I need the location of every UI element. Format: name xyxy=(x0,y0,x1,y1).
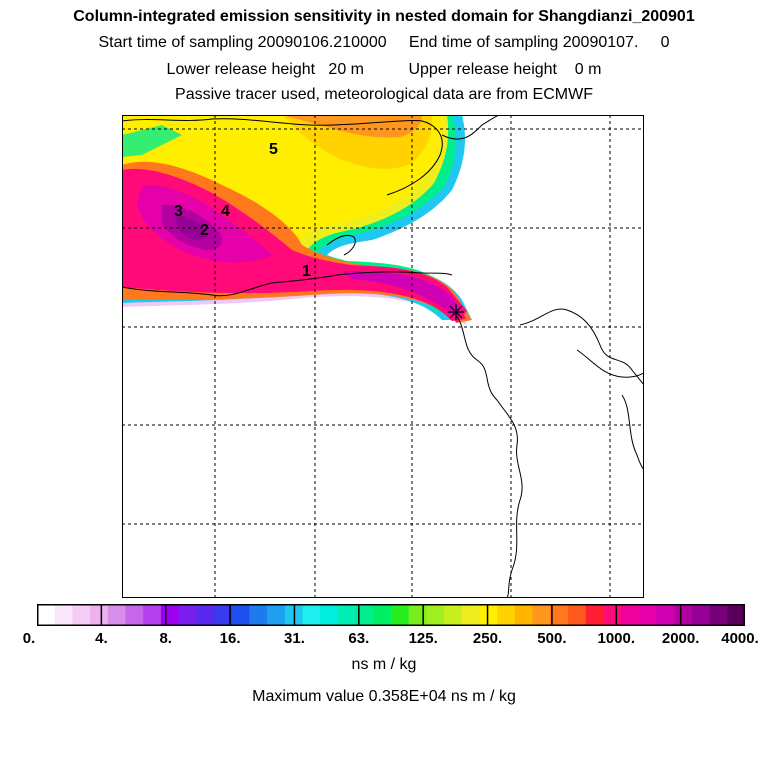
colorbar-swatch xyxy=(231,604,250,626)
colorbar-tick-label: 31. xyxy=(284,630,305,647)
colorbar-swatch xyxy=(373,604,392,626)
colorbar-swatch xyxy=(656,604,675,626)
colorbar-swatch xyxy=(355,604,374,626)
colorbar-swatch xyxy=(214,604,233,626)
colorbar-swatch xyxy=(249,604,268,626)
colorbar-swatch xyxy=(550,604,569,626)
colorbar-unit: ns m / kg xyxy=(351,656,417,673)
release-height-info: Lower release height 20 m Upper release … xyxy=(166,61,602,78)
colorbar-swatch xyxy=(178,604,197,626)
colorbar-swatch xyxy=(727,604,745,626)
colorbar-tick-label: 125. xyxy=(408,630,438,647)
colorbar-swatch xyxy=(426,604,445,626)
colorbar-tick-label: 63. xyxy=(348,630,370,647)
colorbar-swatch xyxy=(709,604,728,626)
colorbar-swatch xyxy=(497,604,516,626)
map-frame xyxy=(122,115,644,598)
colorbar-swatch xyxy=(267,604,286,626)
colorbar-swatch xyxy=(479,604,498,626)
colorbar-swatch xyxy=(585,604,604,626)
sensitivity-field xyxy=(122,115,472,325)
colorbar-swatch xyxy=(143,604,162,626)
colorbar-swatch xyxy=(337,604,357,626)
colorbar-swatch xyxy=(37,604,56,626)
colorbar-swatch xyxy=(72,604,91,626)
colorbar-tick-label: 0. xyxy=(22,630,36,647)
colorbar-swatch xyxy=(691,604,711,626)
coastline xyxy=(122,115,644,598)
colorbar-tick-label: 4000. xyxy=(721,630,759,647)
colorbar-swatch xyxy=(107,604,126,626)
colorbar-swatch xyxy=(196,604,215,626)
colorbar-tick-label: 1000. xyxy=(597,630,636,647)
colorbar-swatch xyxy=(125,604,144,626)
colorbar-swatch xyxy=(638,604,657,626)
colorbar-tick-label: 16. xyxy=(219,630,241,647)
chart-title: Column-integrated emission sensitivity i… xyxy=(73,8,695,25)
colorbar xyxy=(37,604,745,626)
colorbar-swatch xyxy=(302,604,321,626)
colorbar-swatch xyxy=(603,604,622,626)
cluster-label-3: 3 xyxy=(174,203,183,220)
colorbar-tick-label: 8. xyxy=(159,630,172,647)
sampling-info: Start time of sampling 20090106.210000 E… xyxy=(98,34,670,51)
colorbar-swatch xyxy=(674,604,693,626)
lat-lon-grid xyxy=(122,115,644,598)
colorbar-swatch xyxy=(514,604,534,626)
cluster-label-4: 4 xyxy=(221,203,230,220)
colorbar-swatch xyxy=(320,604,339,626)
colorbar-swatch xyxy=(461,604,480,626)
cluster-label-5: 5 xyxy=(269,141,278,158)
colorbar-tick-label: 500. xyxy=(537,630,567,647)
colorbar-swatch xyxy=(621,604,640,626)
colorbar-swatch xyxy=(408,604,427,626)
colorbar-swatch xyxy=(391,604,410,626)
colorbar-swatch xyxy=(444,604,463,626)
colorbar-swatch xyxy=(90,604,109,626)
colorbar-frame xyxy=(37,604,745,626)
cluster-label-1: 1 xyxy=(302,263,311,280)
station-star-icon xyxy=(448,304,464,320)
tracer-info: Passive tracer used, meteorological data… xyxy=(175,86,593,103)
colorbar-swatch xyxy=(532,604,551,626)
maximum-value: Maximum value 0.358E+04 ns m / kg xyxy=(252,688,516,705)
colorbar-swatch xyxy=(160,604,180,626)
colorbar-tick-label: 250. xyxy=(472,630,503,647)
colorbar-swatch xyxy=(568,604,587,626)
colorbar-tick-label: 4. xyxy=(95,630,108,647)
colorbar-tick-label: 2000. xyxy=(661,630,700,647)
cluster-label-2: 2 xyxy=(200,222,209,239)
emission-sensitivity-map: 1 2 3 4 5 xyxy=(122,115,644,598)
colorbar-swatch xyxy=(54,604,73,626)
